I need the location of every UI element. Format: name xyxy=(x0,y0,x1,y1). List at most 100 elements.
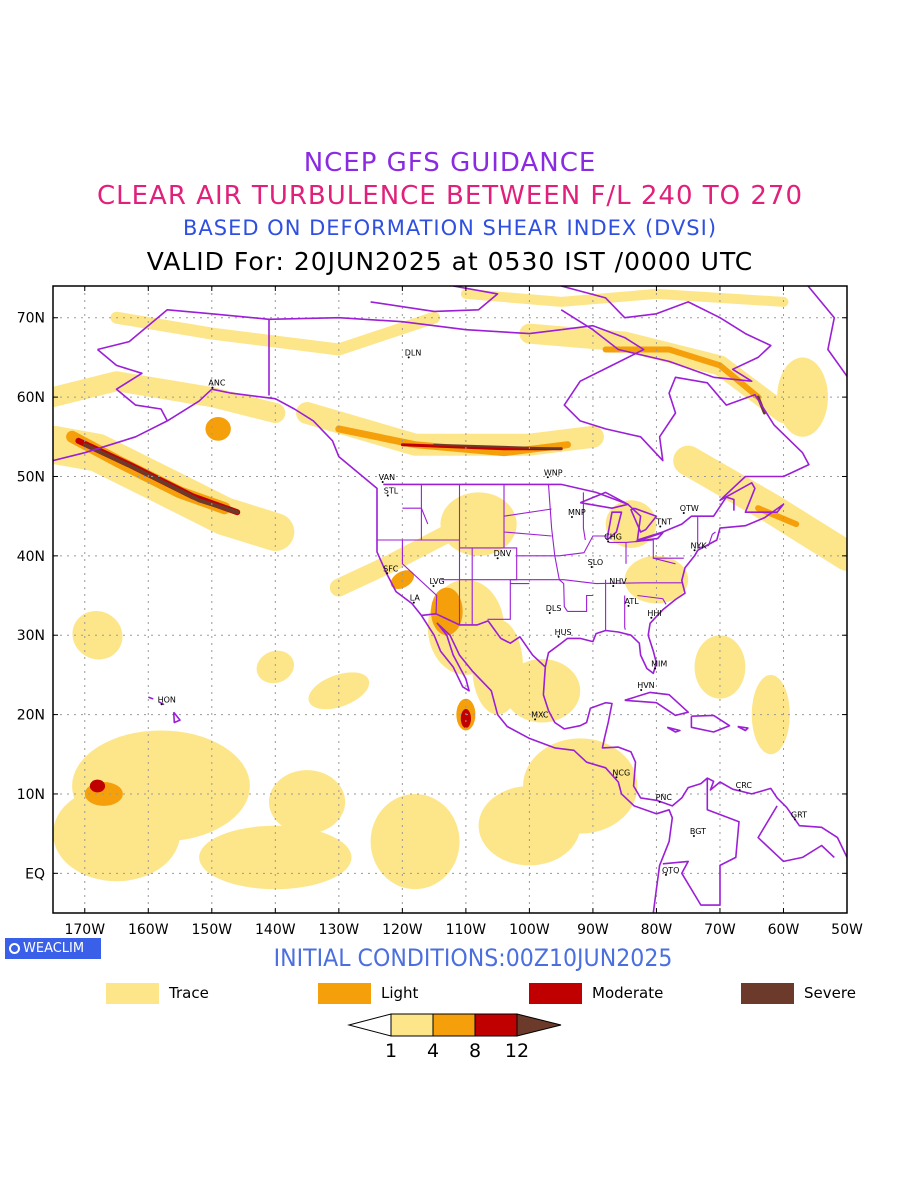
cuba-coastline xyxy=(624,691,689,717)
state-boundary xyxy=(697,516,716,549)
title-method: BASED ON DEFORMATION SHEAR INDEX (DVSI) xyxy=(182,216,718,240)
lon-label: 150W xyxy=(192,922,233,938)
lat-label: 60N xyxy=(17,390,45,406)
severe-area xyxy=(433,443,563,450)
puerto-rico-coastline xyxy=(737,725,749,732)
station-label: HVN xyxy=(637,681,654,690)
state-boundary xyxy=(402,507,429,525)
lake-huron xyxy=(630,507,658,533)
station-label: MNP xyxy=(568,508,586,517)
greenland-coastline xyxy=(700,286,847,378)
station-nhv: NHV xyxy=(609,577,627,588)
station-nyk: NYK xyxy=(691,541,707,552)
station-qto: QTO xyxy=(662,866,679,876)
jamaica-coastline xyxy=(666,726,681,733)
trace-area xyxy=(53,786,181,882)
station-van: VAN xyxy=(379,473,395,484)
trace-area xyxy=(256,650,295,684)
coastlines xyxy=(53,286,847,913)
station-dot xyxy=(693,549,696,552)
station-label: HUS xyxy=(555,628,572,637)
title-guidance: NCEP GFS GUIDANCE xyxy=(303,148,597,178)
station-dot xyxy=(650,616,653,619)
trace-area xyxy=(329,515,475,597)
station-label: PNC xyxy=(656,793,673,802)
station-mxc: MXC xyxy=(531,710,549,721)
lon-label: 110W xyxy=(446,922,487,938)
us-canada-border xyxy=(383,483,735,541)
station-label: HON xyxy=(158,695,176,704)
station-dot xyxy=(738,788,741,791)
weaclim-logo-icon xyxy=(9,943,20,954)
hawaii-coastline xyxy=(148,696,154,700)
station-wnp: WNP xyxy=(544,468,563,479)
station-label: GRT xyxy=(791,810,807,819)
station-dot xyxy=(412,601,415,604)
legend-severe-swatch xyxy=(741,983,794,1004)
station-dot xyxy=(548,611,551,614)
station-label: SLO xyxy=(588,558,604,567)
station-dot xyxy=(627,604,630,607)
lat-label: EQ xyxy=(25,866,45,882)
colombia-border xyxy=(662,778,740,906)
state-boundary xyxy=(503,508,552,517)
station-hvn: HVN xyxy=(637,681,655,691)
state-boundary xyxy=(440,579,683,585)
lon-label: 80W xyxy=(641,922,673,938)
station-label: DLN xyxy=(405,348,422,357)
title-product: CLEAR AIR TURBULENCE BETWEEN F/L 240 TO … xyxy=(96,181,804,211)
hawaii-coastline xyxy=(172,711,181,724)
station-labels: ANC DLN VAN STL WNP MNP OTW TNT CHG NYK DNV SFC LVG S… xyxy=(158,348,807,876)
initial-conditions: INITIAL CONDITIONS:00Z10JUN2025 xyxy=(273,944,673,972)
station-slo: SLO xyxy=(588,558,604,568)
station-label: DLS xyxy=(546,604,562,613)
trace-area xyxy=(694,635,746,699)
station-ncg: NCG xyxy=(612,768,630,779)
legend-trace-swatch xyxy=(106,983,159,1004)
station-dot xyxy=(211,386,214,389)
station-label: DNV xyxy=(494,549,512,558)
station-dln: DLN xyxy=(405,348,422,359)
station-label: MIM xyxy=(651,660,667,669)
station-dot xyxy=(654,667,657,670)
station-dot xyxy=(534,718,537,721)
lat-label: 70N xyxy=(17,311,45,327)
station-dot xyxy=(682,511,685,514)
alaska-west-coastline xyxy=(96,348,169,442)
station-lvg: LVG xyxy=(429,577,445,588)
station-label: WNP xyxy=(544,468,563,477)
state-boundary xyxy=(637,594,667,605)
trace-area xyxy=(673,445,847,571)
trace-area xyxy=(440,492,517,556)
turbulence-field xyxy=(53,288,847,890)
severe-area xyxy=(82,442,240,515)
trace-area xyxy=(199,825,352,890)
lon-label: 140W xyxy=(255,922,296,938)
station-dot xyxy=(590,565,593,568)
station-dot xyxy=(615,776,618,779)
station-label: LA xyxy=(410,594,421,603)
state-boundary xyxy=(624,595,626,630)
station-dot xyxy=(793,818,796,821)
station-dot xyxy=(546,476,549,479)
trace-area xyxy=(308,672,370,710)
station-dnv: DNV xyxy=(494,549,512,560)
moderate-area xyxy=(460,709,471,729)
station-label: STL xyxy=(384,487,399,496)
lat-label: 40N xyxy=(17,549,45,565)
trace-area xyxy=(460,288,789,307)
station-label: NHV xyxy=(609,577,627,586)
baffin-coastline xyxy=(560,286,772,382)
station-dot xyxy=(607,540,610,543)
trace-area xyxy=(751,674,790,755)
station-dot xyxy=(407,356,410,359)
lon-label: 60W xyxy=(768,922,800,938)
station-label: TNT xyxy=(655,517,672,526)
station-dot xyxy=(664,873,667,876)
atlantic-coastline xyxy=(542,324,847,858)
station-bgt: BGT xyxy=(690,827,706,838)
station-label: QTO xyxy=(662,866,679,875)
state-boundary xyxy=(653,557,676,565)
trace-area xyxy=(523,738,638,834)
lon-label: 90W xyxy=(577,922,609,938)
